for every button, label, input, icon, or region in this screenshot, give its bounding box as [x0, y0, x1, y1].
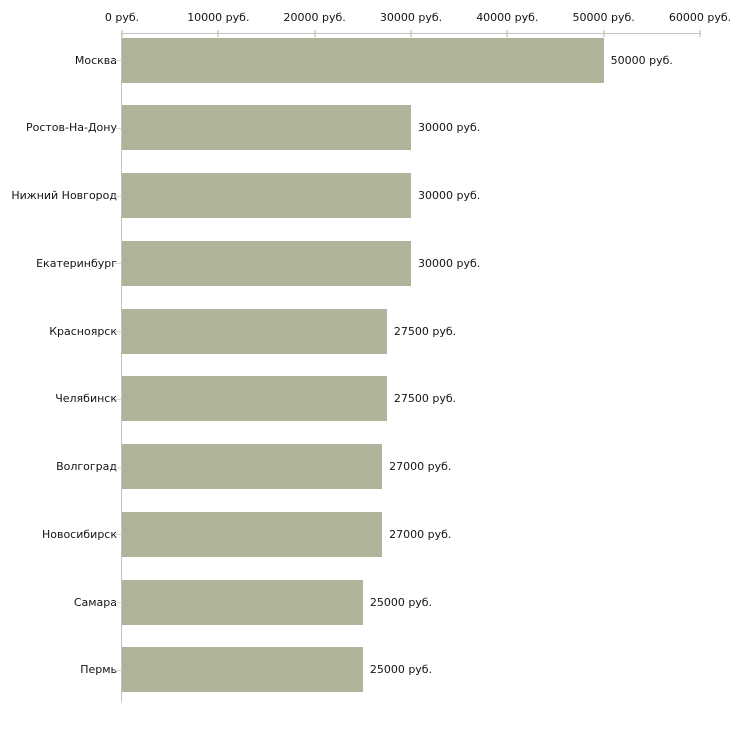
bar	[122, 240, 411, 286]
y-axis-tick-mark	[115, 127, 121, 129]
x-axis-tick-label: 30000 руб.	[379, 11, 443, 24]
bar	[122, 37, 604, 83]
category-label: Нижний Новгород	[11, 189, 117, 202]
bar	[122, 376, 387, 422]
value-label: 25000 руб.	[369, 595, 433, 609]
y-axis-tick-mark	[115, 669, 121, 671]
y-axis-tick-mark	[115, 398, 121, 400]
x-axis-tick-label: 40000 руб.	[476, 11, 539, 24]
value-label: 27000 руб.	[389, 460, 452, 473]
value-label: 27500 руб.	[393, 392, 457, 406]
bar	[122, 308, 387, 354]
x-axis-tick-label: 20000 руб.	[283, 11, 346, 24]
value-label: 27000 руб.	[389, 527, 452, 541]
x-axis-tick-label: 10000 руб.	[187, 11, 250, 24]
category-label: Самара	[73, 595, 117, 609]
bar	[122, 105, 411, 151]
category-label: Ростов-На-Дону	[25, 121, 117, 135]
bar	[122, 647, 363, 693]
y-axis-tick-mark	[115, 534, 121, 536]
value-label: 30000 руб.	[418, 189, 481, 202]
category-label: Москва	[74, 53, 117, 67]
category-label: Волгоград	[56, 460, 117, 473]
x-axis-line	[121, 33, 701, 34]
y-axis-tick-mark	[115, 60, 121, 61]
category-label: Пермь	[80, 663, 117, 677]
y-axis-tick-mark	[115, 602, 121, 603]
bar	[122, 444, 383, 489]
y-axis-tick-mark	[115, 331, 121, 332]
x-axis-tick-label: 0 руб.	[104, 11, 140, 24]
category-label: Новосибирск	[41, 527, 117, 541]
value-label: 50000 руб.	[610, 53, 673, 67]
value-label: 27500 руб.	[393, 324, 457, 338]
y-axis-line	[121, 33, 122, 702]
bar	[122, 173, 411, 218]
category-label: Красноярск	[49, 324, 117, 338]
y-axis-tick-mark	[115, 466, 121, 468]
value-label: 30000 руб.	[418, 121, 481, 135]
y-axis-tick-mark	[115, 263, 121, 265]
value-label: 25000 руб.	[369, 663, 433, 677]
category-label: Екатеринбург	[36, 256, 117, 270]
value-label: 30000 руб.	[418, 256, 481, 270]
bar	[122, 511, 383, 557]
bar	[122, 579, 363, 625]
x-axis-tick-label: 50000 руб.	[572, 11, 635, 24]
category-label: Челябинск	[55, 392, 117, 406]
y-axis-tick-mark	[115, 195, 121, 197]
x-axis-tick-label: 60000 руб.	[668, 11, 730, 24]
